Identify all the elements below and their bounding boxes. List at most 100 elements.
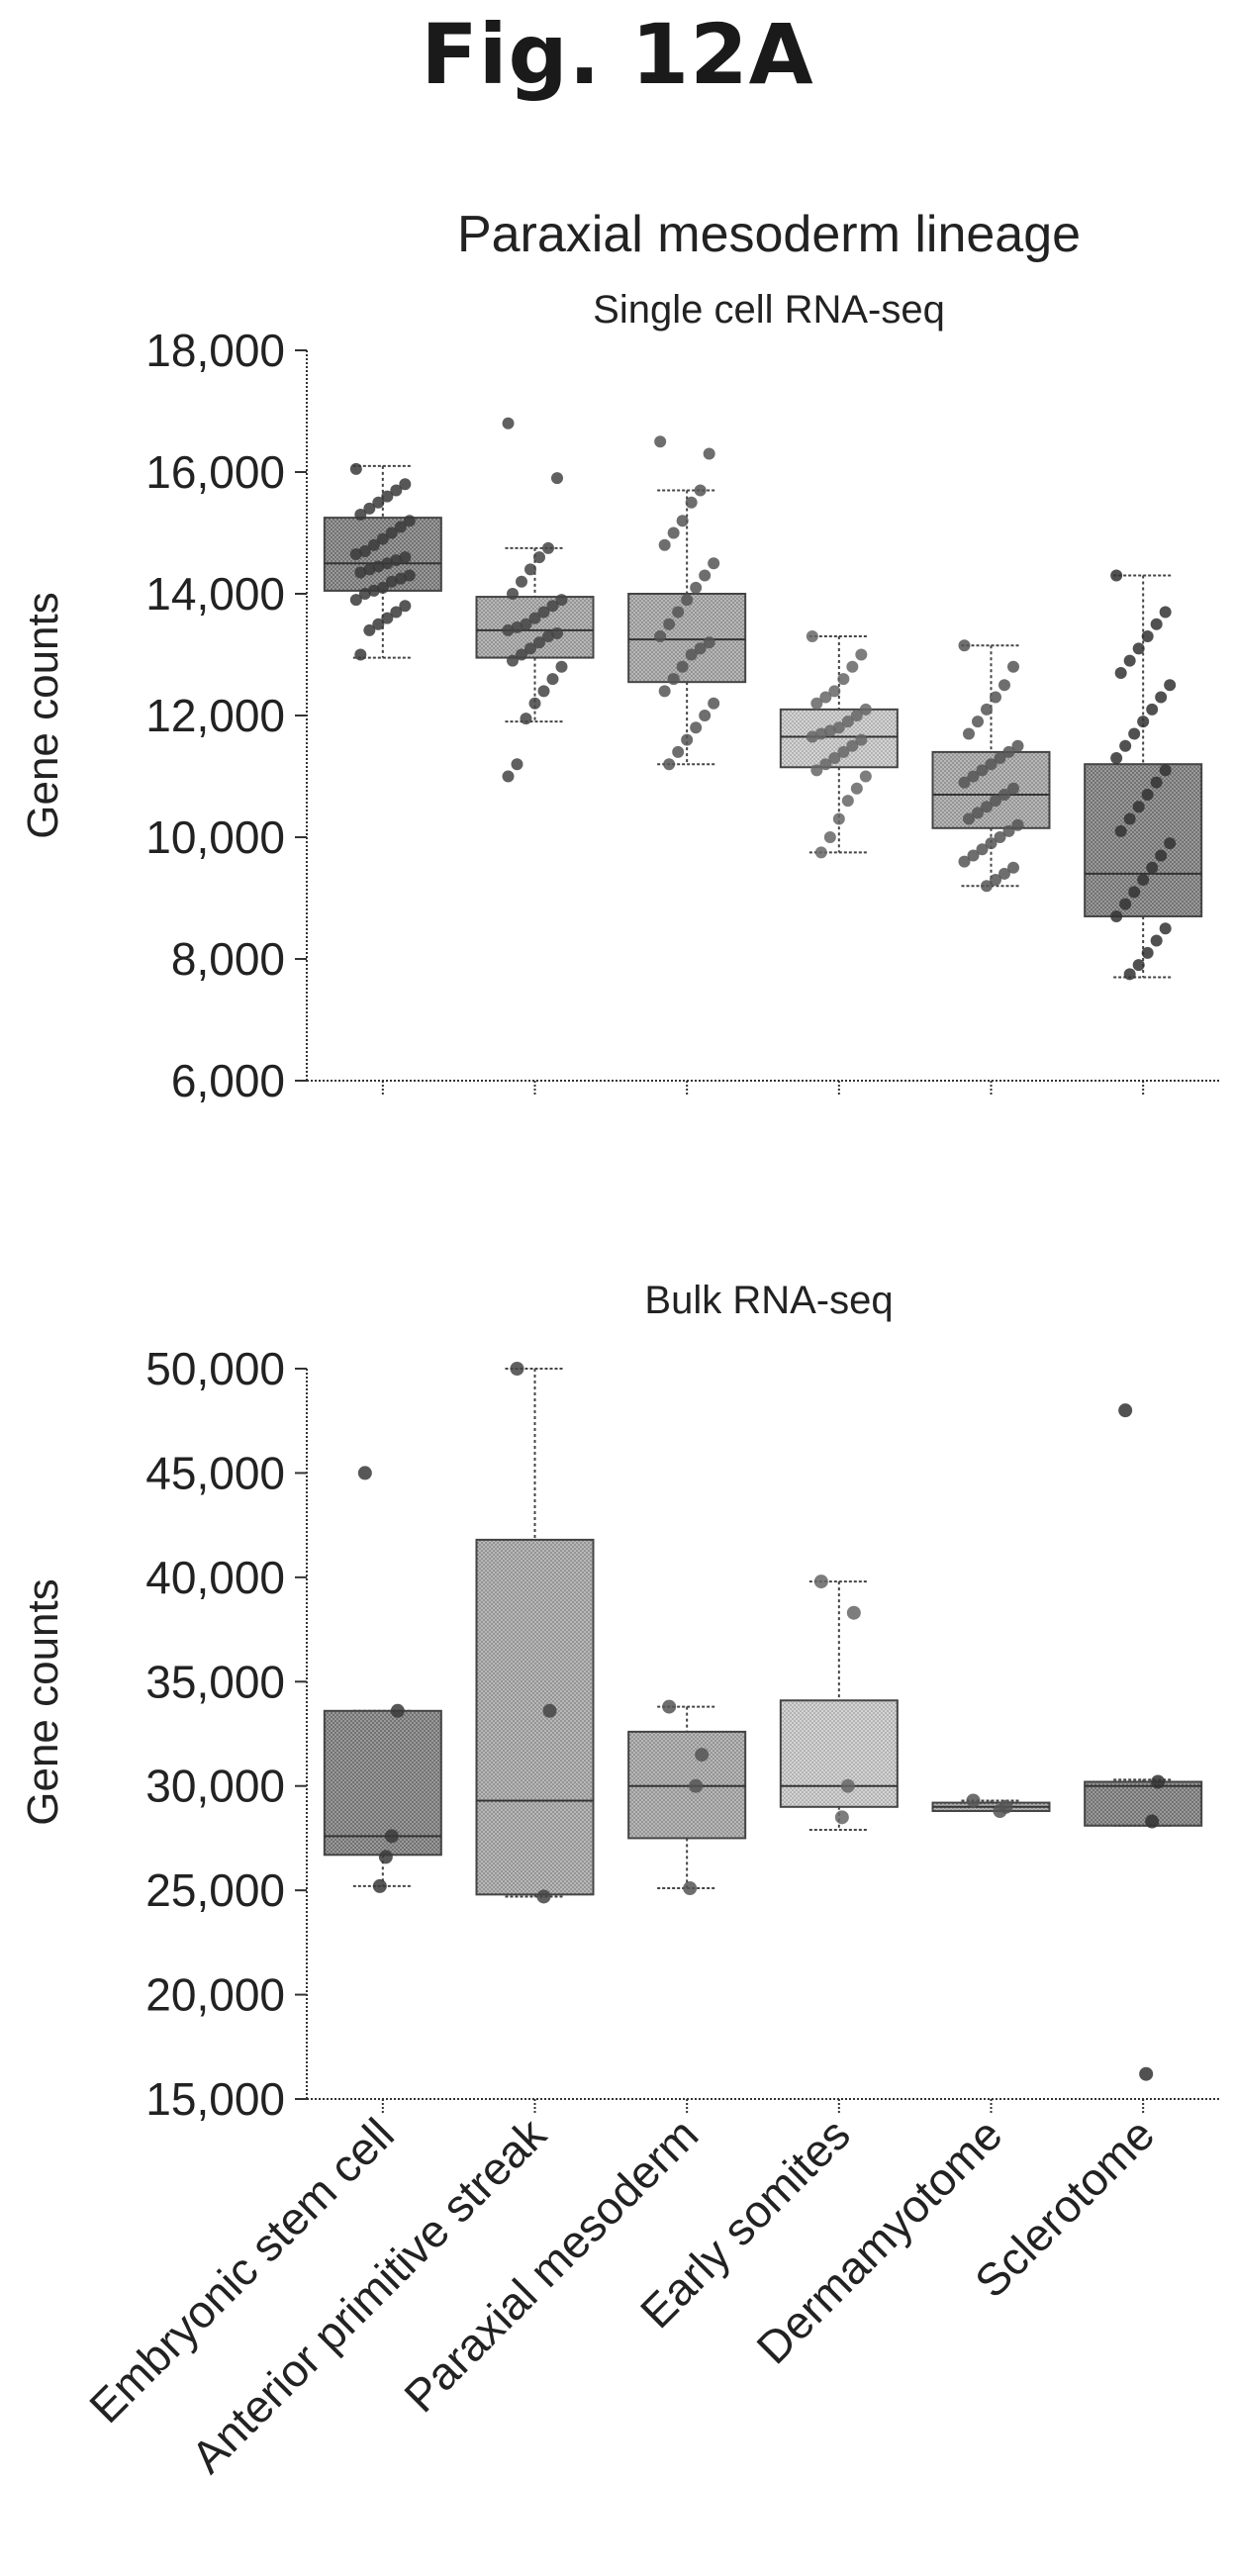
box-4 [779, 630, 899, 859]
data-point [676, 515, 689, 527]
y-tick-label: 18,000 [145, 325, 285, 376]
data-point [981, 801, 993, 813]
data-point [358, 544, 371, 557]
data-point [542, 1703, 557, 1718]
data-point [546, 600, 559, 613]
data-point [810, 764, 823, 777]
data-point [1151, 1774, 1166, 1789]
data-point [381, 490, 394, 503]
data-point [1139, 2066, 1154, 2081]
data-point [985, 837, 998, 850]
data-point [819, 758, 832, 771]
data-point [837, 673, 850, 686]
data-point [1123, 812, 1136, 825]
y-tick-label: 40,000 [145, 1552, 285, 1603]
data-point [676, 660, 689, 673]
data-point [528, 697, 541, 710]
data-point [994, 752, 1006, 765]
data-point [841, 795, 854, 808]
data-point [1011, 818, 1024, 831]
data-point [354, 566, 367, 579]
data-point [394, 572, 407, 585]
data-point [354, 648, 367, 661]
box-2 [475, 417, 595, 783]
data-point [403, 515, 416, 527]
data-point [542, 630, 554, 643]
data-point [507, 654, 519, 667]
data-point [976, 764, 989, 777]
data-point [994, 831, 1006, 843]
data-point [967, 770, 980, 783]
data-point [1007, 660, 1019, 673]
data-point [663, 758, 676, 771]
box-series [323, 1362, 1203, 2081]
data-point [1119, 898, 1132, 910]
data-point [378, 1850, 393, 1864]
data-point [1141, 946, 1154, 959]
y-tick-label: 12,000 [145, 690, 285, 741]
data-point [823, 724, 836, 737]
data-point [814, 846, 827, 859]
data-point [662, 1699, 677, 1714]
data-point [846, 739, 859, 752]
data-point [399, 551, 412, 564]
data-point [985, 758, 998, 771]
data-point [390, 606, 403, 619]
data-point [654, 435, 667, 448]
data-point [1137, 874, 1150, 887]
y-tick-label: 50,000 [145, 1343, 285, 1394]
data-point [533, 551, 545, 564]
data-point [699, 710, 712, 721]
data-point [1159, 606, 1172, 619]
y-tick-label: 25,000 [145, 1864, 285, 1916]
data-point [850, 782, 863, 795]
data-point [1110, 909, 1123, 922]
data-point [381, 557, 394, 570]
data-point [1110, 569, 1123, 582]
y-tick-label: 45,000 [145, 1447, 285, 1498]
data-point [1132, 642, 1145, 655]
data-point [542, 541, 554, 554]
data-point [966, 1793, 981, 1808]
data-point [859, 703, 872, 716]
data-point [699, 569, 712, 582]
data-point [976, 843, 989, 856]
data-point [993, 1804, 1007, 1819]
data-point [855, 733, 868, 746]
data-point [690, 721, 703, 734]
data-point [349, 594, 362, 607]
data-point [806, 630, 818, 643]
data-point [511, 758, 523, 771]
data-point [516, 648, 527, 661]
data-point [1110, 752, 1123, 765]
data-point [403, 569, 416, 582]
figure-title: Fig. 12A [421, 6, 814, 103]
data-point [859, 770, 872, 783]
data-point [376, 532, 389, 545]
data-point [1150, 776, 1163, 789]
data-point [502, 417, 515, 429]
y-tick-label: 16,000 [145, 446, 285, 498]
data-point [537, 685, 550, 698]
data-point [357, 1466, 372, 1480]
box-iqr [1084, 763, 1203, 917]
chart-subtitle: Single cell RNA-seq [593, 288, 945, 332]
data-point [1145, 1814, 1160, 1829]
data-point [1011, 739, 1024, 752]
data-point [555, 594, 568, 607]
data-point [376, 581, 389, 594]
data-point [998, 679, 1010, 692]
data-point [1123, 968, 1136, 981]
data-point [832, 812, 845, 825]
data-point [683, 1881, 698, 1896]
data-point [708, 697, 720, 710]
data-point [510, 1362, 524, 1376]
data-point [672, 745, 685, 758]
data-point [990, 691, 1001, 704]
data-point [358, 588, 371, 600]
box-3 [627, 435, 747, 771]
data-point [1128, 727, 1141, 740]
data-point [689, 1778, 704, 1793]
data-point [690, 581, 703, 594]
box-6 [1084, 1403, 1203, 2081]
